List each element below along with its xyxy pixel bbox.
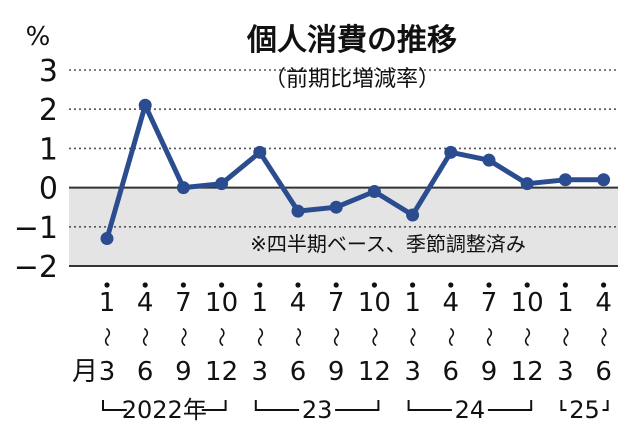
x-tick-end: 3 — [252, 357, 269, 387]
x-tick-dot — [295, 282, 301, 288]
year-label: 23 — [302, 396, 333, 424]
x-tick-dot — [371, 282, 377, 288]
data-point — [329, 200, 343, 214]
y-unit-label: % — [26, 22, 51, 52]
x-tick-start: 4 — [137, 288, 154, 318]
x-tick-start: 10 — [205, 288, 238, 318]
x-tick-end: 6 — [290, 357, 307, 387]
x-tick-dot — [219, 282, 225, 288]
x-tick-start: 10 — [358, 288, 391, 318]
x-axis: 1 〜 3 4 〜 6 7 〜 9 10 〜 12 1 〜 3 4 〜 6 7 〜 9 10 〜 12 1 〜 3 4 〜 6 7 〜 9 10 〜… — [72, 282, 616, 387]
x-tick-end: 3 — [99, 357, 116, 387]
series-points — [100, 98, 611, 246]
year-label: 2022年 — [122, 396, 207, 424]
x-tick-dot — [333, 282, 339, 288]
y-tick-label: 3 — [39, 54, 58, 89]
x-tick-start: 1 — [99, 288, 116, 318]
year-bracket — [407, 400, 452, 411]
x-tick-range-mark: 〜 — [210, 327, 234, 347]
x-tick-end: 9 — [481, 357, 498, 387]
x-tick-dot — [524, 282, 530, 288]
x-tick-end: 3 — [557, 357, 574, 387]
x-tick-range-mark: 〜 — [248, 327, 272, 347]
y-tick-label: 2 — [39, 93, 58, 128]
x-tick-range-mark: 〜 — [477, 327, 501, 347]
x-tick-dot — [486, 282, 492, 288]
x-tick-end: 12 — [205, 357, 238, 387]
y-axis: 3 2 1 0 −1 −2 — [14, 54, 58, 285]
x-tick-end: 3 — [404, 357, 421, 387]
x-tick-end: 9 — [328, 357, 345, 387]
year-bracket — [335, 400, 380, 411]
x-tick-range-mark: 〜 — [171, 327, 195, 347]
x-tick-end: 6 — [443, 357, 460, 387]
year-groups: 2022年 23 24 25 — [102, 396, 609, 424]
data-point — [100, 232, 114, 246]
chart-subtitle: （前期比増減率） — [264, 67, 440, 92]
x-tick-dot — [142, 282, 148, 288]
x-tick-start: 7 — [481, 288, 498, 318]
x-tick-dot — [448, 282, 454, 288]
data-point — [253, 145, 267, 159]
x-tick-range-mark: 〜 — [515, 327, 539, 347]
x-tick-dot — [562, 282, 569, 288]
x-tick-end: 6 — [595, 357, 612, 387]
x-tick-start: 4 — [595, 288, 612, 318]
year-bracket — [602, 400, 609, 411]
data-point — [520, 177, 534, 191]
year-label: 25 — [569, 396, 600, 424]
x-tick-dot — [601, 282, 607, 288]
x-tick-end: 12 — [358, 357, 391, 387]
x-tick-range-mark: 〜 — [362, 327, 386, 347]
x-tick-dot — [410, 282, 416, 288]
data-point — [138, 98, 152, 112]
x-tick-end: 9 — [175, 357, 192, 387]
y-tick-label: 1 — [39, 132, 58, 167]
x-tick-start: 7 — [328, 288, 345, 318]
x-tick-range-mark: 〜 — [401, 327, 425, 347]
x-tick-dot — [104, 282, 110, 288]
year-bracket — [560, 400, 567, 411]
year-bracket — [102, 400, 127, 411]
x-tick-start: 4 — [443, 288, 460, 318]
month-unit: 月 — [72, 357, 98, 387]
x-tick-range-mark: 〜 — [286, 327, 310, 347]
x-tick-end: 6 — [137, 357, 154, 387]
x-tick-start: 1 — [557, 288, 574, 318]
x-tick-range-mark: 〜 — [553, 327, 577, 347]
data-point — [558, 173, 572, 187]
x-tick-range-mark: 〜 — [133, 327, 157, 347]
year-label: 24 — [455, 396, 486, 424]
y-tick-label: −2 — [14, 250, 58, 285]
x-tick-start: 1 — [252, 288, 269, 318]
data-point — [444, 145, 458, 159]
year-bracket — [254, 400, 300, 411]
chart-title: 個人消費の推移 — [246, 23, 457, 58]
x-tick-start: 10 — [511, 288, 544, 318]
x-tick-start: 7 — [175, 288, 192, 318]
x-tick-range-mark: 〜 — [439, 327, 463, 347]
x-tick-dot — [180, 282, 186, 288]
data-point — [176, 181, 190, 195]
chart-note: ※四半期ベース、季節調整済み — [250, 232, 526, 256]
x-tick-start: 4 — [290, 288, 307, 318]
gridlines — [69, 69, 618, 267]
x-tick-range-mark: 〜 — [324, 327, 348, 347]
year-bracket — [201, 400, 227, 411]
x-tick-start: 1 — [404, 288, 421, 318]
x-tick-end: 12 — [511, 357, 544, 387]
data-point — [406, 208, 420, 222]
data-point — [597, 173, 611, 187]
data-point — [215, 177, 229, 191]
data-point — [367, 185, 381, 199]
data-point — [291, 204, 305, 218]
y-tick-label: −1 — [14, 211, 58, 246]
x-tick-range-mark: 〜 — [592, 327, 616, 347]
x-tick-dot — [257, 282, 263, 288]
y-tick-label: 0 — [39, 172, 58, 207]
x-tick-range-mark: 〜 — [95, 327, 119, 347]
data-point — [482, 153, 496, 167]
year-bracket — [487, 400, 533, 411]
